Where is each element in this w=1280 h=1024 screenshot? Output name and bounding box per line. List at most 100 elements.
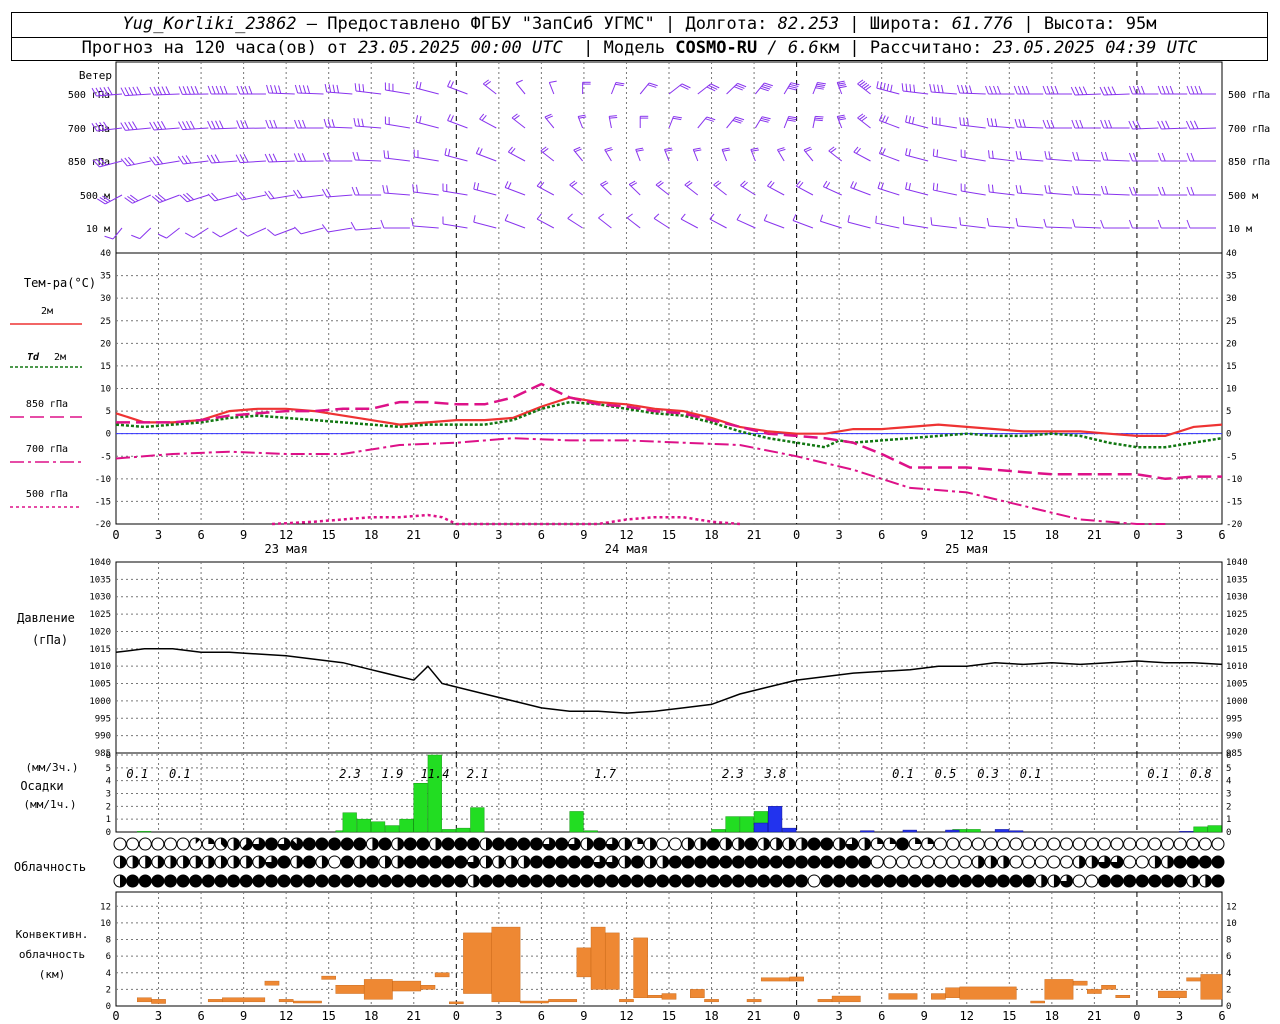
wind-barb-feather bbox=[296, 189, 303, 198]
xtick-label-temp: 9 bbox=[240, 528, 247, 542]
ytick-right-temp: 35 bbox=[1226, 272, 1237, 282]
wind-barb bbox=[959, 117, 986, 129]
wind-barb-feather bbox=[1072, 185, 1076, 195]
wind-barb-feather bbox=[447, 149, 451, 157]
model-name: COSMO-RU bbox=[675, 38, 758, 58]
xtick-label-temp: 15 bbox=[321, 528, 335, 542]
cloud-circle-fill bbox=[662, 856, 669, 868]
wind-barb bbox=[713, 180, 727, 196]
wind-barb bbox=[1100, 219, 1130, 229]
wind-barb bbox=[1015, 184, 1044, 196]
wind-barb-shaft bbox=[697, 83, 712, 95]
wind-barb-feather bbox=[1070, 86, 1076, 96]
wind-barb-feather bbox=[354, 83, 357, 92]
cloud-circle-fill bbox=[934, 875, 947, 887]
wind-barb-feather bbox=[1082, 86, 1088, 95]
wind-barb-feather bbox=[268, 153, 274, 163]
wind-barb-feather bbox=[932, 182, 935, 191]
cloud-circle-fill bbox=[397, 856, 404, 868]
wind-barb-feather bbox=[705, 118, 715, 122]
wind-barb-feather bbox=[905, 83, 908, 92]
convective-cloud-bar bbox=[931, 993, 946, 1000]
wind-barb-feather bbox=[1018, 119, 1022, 128]
xtick-label-temp: 6 bbox=[197, 528, 204, 542]
ytick-left-pressure: 985 bbox=[95, 749, 111, 759]
cloud-circle-outline bbox=[328, 855, 342, 869]
wind-barb-shaft bbox=[504, 187, 526, 196]
cloud-circle-fill bbox=[486, 856, 492, 868]
cloud-circle-fill bbox=[864, 838, 871, 850]
convective-cloud-bar bbox=[647, 995, 663, 998]
precip-bar-convective bbox=[945, 829, 960, 833]
cloud-circle-fill bbox=[656, 875, 669, 887]
cloud-circle-outline bbox=[1022, 837, 1036, 851]
cloud-circle-fill bbox=[233, 856, 240, 868]
cloud-circle-outline bbox=[807, 874, 821, 888]
cloud-circle-fill bbox=[385, 856, 392, 868]
wind-barb-feather bbox=[185, 155, 192, 164]
wind-barb-shaft bbox=[960, 124, 986, 129]
wind-barb-feather bbox=[859, 81, 866, 86]
cloud-circle-fill bbox=[568, 875, 581, 887]
cloud-circle-fill bbox=[397, 838, 404, 850]
cloud-circle-fill bbox=[883, 875, 896, 887]
cloud-circle-fill bbox=[1174, 875, 1187, 887]
xtick-label-convective: 18 bbox=[1045, 1009, 1059, 1023]
wind-barb-feather bbox=[1128, 186, 1133, 196]
wind-barb-feather bbox=[708, 84, 718, 90]
wind-barb-feather bbox=[194, 85, 199, 95]
cloud-circle-fill bbox=[770, 856, 783, 868]
wind-barb bbox=[847, 215, 871, 229]
cloud-circle-fill bbox=[208, 838, 215, 844]
wind-barb bbox=[763, 214, 785, 229]
cloud-circle-fill bbox=[511, 856, 518, 868]
wind-barb bbox=[413, 149, 439, 162]
precip-bar-total bbox=[725, 816, 740, 833]
wind-barb-feather bbox=[601, 182, 609, 187]
wind-barb-feather bbox=[331, 119, 335, 128]
wind-barb-feather bbox=[189, 120, 195, 130]
latitude-value: 61.776 bbox=[951, 14, 1014, 34]
ytick-right-pressure: 995 bbox=[1226, 714, 1242, 724]
wind-barb bbox=[754, 116, 771, 129]
wind-barb-feather bbox=[267, 229, 276, 236]
cloud-circle-fill bbox=[681, 875, 694, 887]
wind-barb-feather bbox=[362, 84, 365, 92]
wind-barb-shaft bbox=[414, 156, 439, 162]
wind-barb-shaft bbox=[1046, 226, 1073, 229]
wind-barb-shaft bbox=[931, 224, 957, 229]
wind-barb bbox=[235, 191, 267, 201]
longitude-value: 82.253 bbox=[777, 14, 840, 34]
wind-barb-shaft bbox=[961, 190, 986, 196]
wind-barb bbox=[857, 113, 871, 129]
wind-barb-feather bbox=[332, 84, 336, 93]
cloud-circle-fill bbox=[290, 838, 303, 851]
convective-cloud-bar bbox=[519, 1000, 549, 1004]
wind-barb-shaft bbox=[567, 217, 583, 229]
wind-barb-shaft bbox=[159, 194, 180, 203]
wind-barb-shaft bbox=[211, 127, 238, 130]
wind-barb-feather bbox=[759, 119, 769, 123]
wind-barb-feather bbox=[605, 148, 613, 152]
wind-barb bbox=[850, 181, 871, 196]
wind-barb-feather bbox=[324, 83, 328, 93]
cloud-circle-fill bbox=[1205, 875, 1212, 887]
cloud-circle-fill bbox=[707, 875, 720, 887]
wind-barb bbox=[151, 193, 180, 203]
cloud-circle-fill bbox=[846, 856, 858, 868]
convective-cloud-bar bbox=[945, 987, 960, 998]
wind-barb-feather bbox=[302, 85, 307, 94]
wind-barb-feather bbox=[235, 192, 243, 201]
wind-barb-shaft bbox=[653, 217, 670, 229]
precip-bar-convective bbox=[782, 827, 797, 833]
wind-barb-feather bbox=[930, 217, 933, 226]
wind-barb-feather bbox=[383, 150, 386, 159]
wind-barb-shaft bbox=[988, 125, 1015, 129]
wind-barb bbox=[415, 115, 439, 129]
ytick-right-precip: 6 bbox=[1226, 751, 1231, 761]
wind-barb-feather bbox=[243, 153, 249, 163]
cloud-circle-fill bbox=[543, 838, 556, 850]
wind-barb bbox=[877, 181, 900, 196]
wind-barb-shaft bbox=[1103, 159, 1130, 162]
wind-barb-feather bbox=[153, 121, 159, 130]
